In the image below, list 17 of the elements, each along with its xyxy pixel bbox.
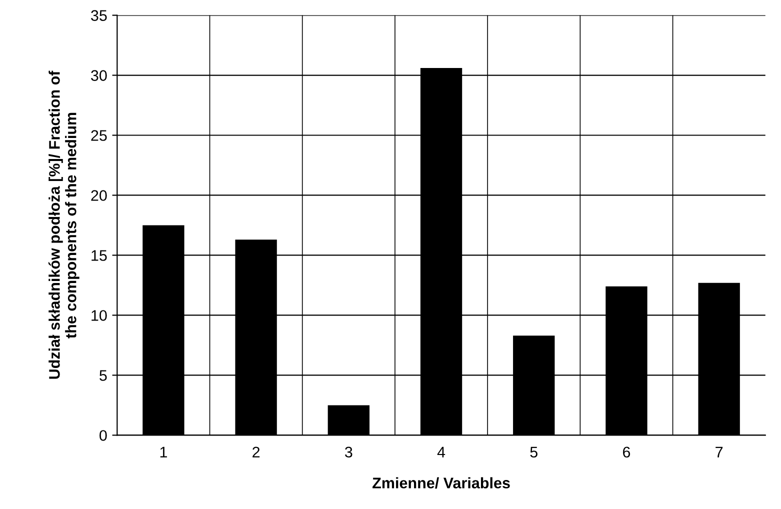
y-tick-label: 0 xyxy=(100,430,107,441)
x-tick-label: 4 xyxy=(437,446,446,458)
y-tick-label: 35 xyxy=(91,10,107,21)
x-tick-label: 5 xyxy=(530,446,538,458)
x-tick-label: 7 xyxy=(716,446,723,458)
x-tick-label: 1 xyxy=(160,446,167,458)
y-axis-title: Udział składników podłoża [%]/ Fraction of the components of the medium xyxy=(48,70,80,379)
y-tick-label: 5 xyxy=(100,370,107,381)
y-tick-label: 20 xyxy=(91,190,107,201)
y-tick-label: 10 xyxy=(92,310,107,321)
y-tick-label: 30 xyxy=(91,70,107,81)
x-tick-label: 2 xyxy=(252,446,260,458)
x-axis-title: Zmienne/ Variables xyxy=(372,477,510,489)
x-tick-label: 3 xyxy=(344,446,352,458)
y-tick-label: 25 xyxy=(91,130,107,141)
x-tick-label: 6 xyxy=(623,446,630,458)
y-tick-label: 15 xyxy=(92,250,107,261)
